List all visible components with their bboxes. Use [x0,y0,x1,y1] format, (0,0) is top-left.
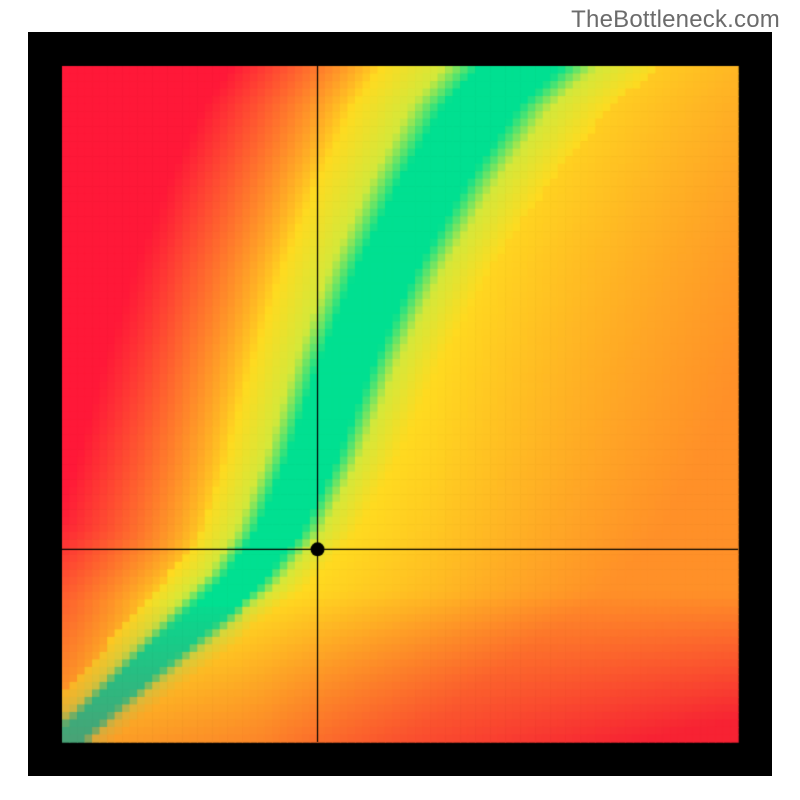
heatmap-canvas [28,32,772,776]
plot-frame [28,32,772,776]
chart-container: TheBottleneck.com [0,0,800,800]
watermark-text: TheBottleneck.com [571,6,780,34]
